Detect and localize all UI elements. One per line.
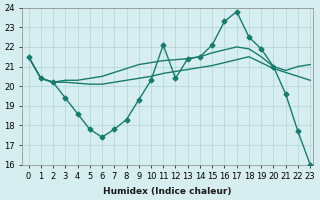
X-axis label: Humidex (Indice chaleur): Humidex (Indice chaleur) [103,187,232,196]
